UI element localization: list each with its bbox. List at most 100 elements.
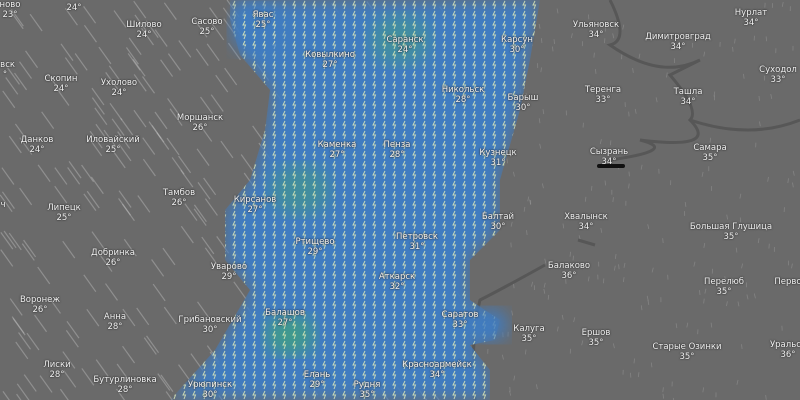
city-temperature: 23° bbox=[2, 10, 18, 20]
city-label[interactable]: Липецк 25° bbox=[47, 203, 81, 223]
wind-streak bbox=[734, 38, 736, 44]
city-label[interactable]: Бутурлиновка 28° bbox=[93, 375, 156, 395]
city-label[interactable]: Петровск 31° bbox=[396, 232, 438, 252]
city-label[interactable]: Ташла 34° bbox=[674, 87, 703, 107]
wind-streak bbox=[634, 108, 637, 114]
city-name: Теренга bbox=[584, 85, 622, 95]
city-label[interactable]: Моршанск 26° bbox=[177, 113, 223, 133]
wind-streak bbox=[108, 65, 122, 83]
city-label[interactable]: Добринка 26° bbox=[91, 248, 135, 268]
city-label[interactable]: Рудня 35° bbox=[354, 380, 381, 400]
city-label[interactable]: Явас 25° bbox=[253, 10, 274, 30]
city-label[interactable]: Карсун 30° bbox=[501, 35, 533, 55]
wind-streak bbox=[703, 242, 706, 248]
wind-streak bbox=[11, 316, 25, 334]
city-label[interactable]: Барыш 30° bbox=[508, 93, 539, 113]
city-label[interactable]: Лиски 28° bbox=[43, 360, 70, 380]
city-label[interactable]: ч bbox=[0, 200, 5, 210]
city-label[interactable]: Елань 29° bbox=[304, 370, 331, 390]
city-label[interactable]: Уварово 29° bbox=[211, 262, 247, 282]
city-label[interactable]: Нурлат 34° bbox=[735, 8, 767, 28]
city-label[interactable]: овск° bbox=[0, 60, 15, 80]
wind-streak bbox=[686, 322, 689, 328]
city-label[interactable]: Ртищево 29° bbox=[295, 237, 334, 257]
city-label[interactable]: Тамбов 26° bbox=[163, 188, 195, 208]
wind-streak bbox=[1, 167, 15, 185]
wind-streak bbox=[792, 182, 794, 188]
city-label[interactable]: Пенза 28° bbox=[384, 140, 411, 160]
city-label[interactable]: Теренга 33° bbox=[585, 85, 621, 105]
wind-streak bbox=[640, 305, 643, 311]
wind-streak bbox=[791, 263, 793, 269]
city-label[interactable]: Кузнецк 31° bbox=[479, 148, 516, 168]
wind-streak bbox=[623, 262, 626, 268]
city-label[interactable]: Калуга 35° bbox=[513, 324, 544, 344]
city-label[interactable]: Шилово 24° bbox=[126, 20, 161, 40]
city-label[interactable]: Самара 35° bbox=[693, 143, 726, 163]
city-name: Анна bbox=[103, 312, 127, 322]
city-label[interactable]: Воронеж 26° bbox=[20, 295, 60, 315]
city-label[interactable]: Сасово 25° bbox=[191, 17, 222, 37]
city-label[interactable]: Каменка 27° bbox=[318, 140, 357, 160]
city-label[interactable]: Уральск36° bbox=[770, 340, 800, 360]
city-label[interactable]: Балашов 27° bbox=[265, 308, 305, 328]
city-label[interactable]: Перелюб 35° bbox=[704, 277, 744, 297]
city-label[interactable]: Суходол 33° bbox=[759, 65, 797, 85]
city-label[interactable]: Ершов 35° bbox=[582, 328, 611, 348]
wind-streak bbox=[15, 341, 29, 360]
wind-streak bbox=[632, 67, 634, 73]
city-label[interactable]: Данков 24° bbox=[21, 135, 54, 155]
wind-streak bbox=[703, 298, 705, 304]
city-temperature: 35° bbox=[588, 338, 604, 348]
city-label[interactable]: Ковылкино 27° bbox=[305, 50, 355, 70]
city-label[interactable]: Аткарск 32° bbox=[379, 272, 415, 292]
city-label[interactable]: Кирсанов 27° bbox=[234, 195, 277, 215]
city-label[interactable]: Никольск 28° bbox=[442, 85, 485, 105]
city-label[interactable]: Иловайский 25° bbox=[86, 135, 140, 155]
wind-streak bbox=[180, 225, 194, 244]
city-name: Большая Глушица bbox=[689, 222, 773, 232]
city-label[interactable]: Анна 28° bbox=[104, 312, 126, 332]
city-label[interactable]: Большая Глушица 35° bbox=[690, 222, 772, 242]
wind-streak bbox=[2, 90, 16, 109]
city-temperature: 28° bbox=[389, 150, 405, 160]
city-name: Ершов bbox=[581, 328, 611, 338]
city-label[interactable]: Саратов 33° bbox=[442, 310, 479, 330]
city-name: Барыш bbox=[507, 93, 539, 103]
wind-streak bbox=[584, 196, 587, 202]
city-label[interactable]: Красноармейск 34° bbox=[402, 360, 472, 380]
city-name: Саранск bbox=[386, 35, 424, 45]
city-label[interactable]: Ухолово 24° bbox=[101, 78, 137, 98]
city-name: Каменка bbox=[317, 140, 357, 150]
city-label[interactable]: Димитровград 34° bbox=[645, 32, 711, 52]
city-label[interactable]: Старые Озинки 35° bbox=[652, 342, 721, 362]
city-label[interactable]: Грибановский 30° bbox=[178, 315, 241, 335]
city-temperature: 26° bbox=[32, 305, 48, 315]
city-name: Воронеж bbox=[19, 295, 61, 305]
city-temperature: ° bbox=[2, 70, 8, 80]
city-temperature: 24° bbox=[66, 3, 82, 13]
city-label[interactable]: Перво bbox=[774, 277, 800, 287]
city-label[interactable]: Урюпинск 30° bbox=[188, 380, 232, 400]
city-label[interactable]: ново 23° bbox=[0, 0, 20, 20]
city-label[interactable]: Скопин 24° bbox=[45, 74, 78, 94]
wind-streak bbox=[122, 308, 136, 327]
wind-streak bbox=[233, 281, 247, 299]
city-label[interactable]: Хвалынск 34° bbox=[564, 212, 608, 232]
wind-streak bbox=[204, 247, 218, 265]
city-label[interactable]: Балтай 30° bbox=[482, 212, 514, 232]
city-label[interactable]: Сызрань 34° bbox=[590, 147, 628, 167]
wind-streak bbox=[543, 282, 546, 288]
city-label[interactable]: 24° bbox=[66, 3, 81, 13]
city-name: Балаково bbox=[547, 261, 591, 271]
city-temperature: 28° bbox=[455, 95, 471, 105]
wind-streak bbox=[109, 102, 123, 121]
wind-streak bbox=[703, 33, 706, 39]
wind-streak bbox=[595, 69, 597, 74]
city-label[interactable]: Балаково 36° bbox=[548, 261, 590, 281]
city-label[interactable]: Ульяновск 34° bbox=[573, 20, 619, 40]
city-label[interactable]: Саранск 24° bbox=[386, 35, 423, 55]
wind-streak bbox=[145, 20, 159, 38]
city-name: Лиски bbox=[43, 360, 71, 370]
